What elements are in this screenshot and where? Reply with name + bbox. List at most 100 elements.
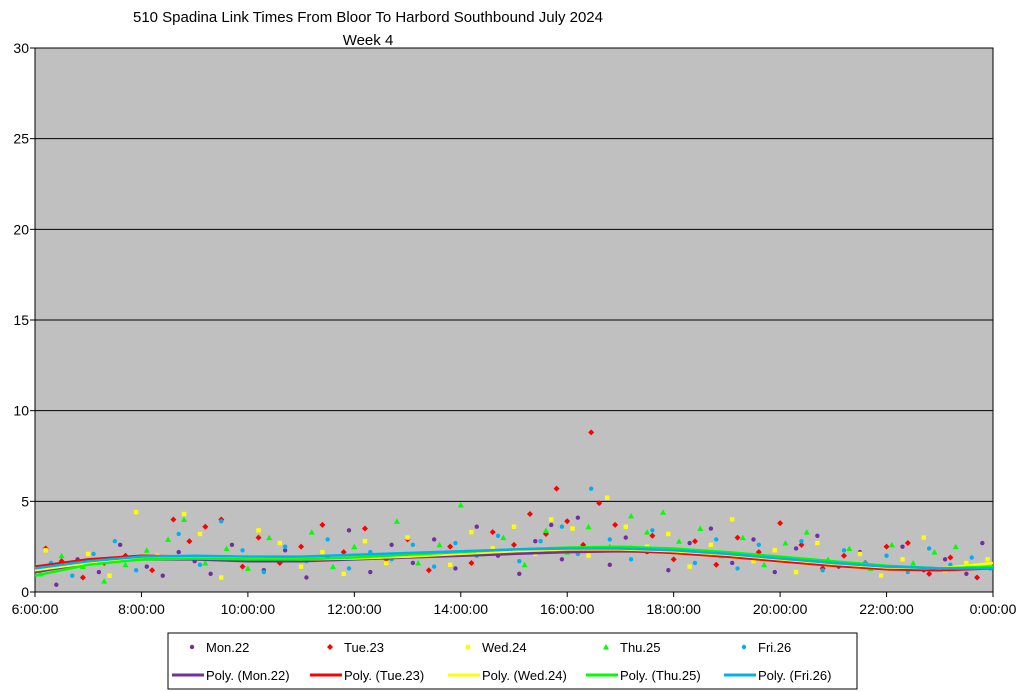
- point-tue-23: [361, 525, 368, 532]
- point-wed-24: [277, 540, 283, 546]
- point-wed-24: [219, 575, 224, 580]
- legend-label: Fri.26: [758, 640, 791, 655]
- point-mon-22: [772, 569, 777, 575]
- point-wed-24: [751, 558, 756, 564]
- point-tue-23: [974, 574, 981, 581]
- point-tue-23: [947, 554, 954, 561]
- point-wed-24: [857, 551, 863, 557]
- point-thu-25: [846, 545, 853, 551]
- point-tue-23: [186, 538, 193, 545]
- point-thu-25: [165, 536, 172, 542]
- point-tue-23: [904, 540, 911, 547]
- point-tue-23: [239, 563, 246, 570]
- x-tick-label: 12:00:00: [327, 601, 382, 617]
- point-thu-25: [58, 552, 65, 559]
- point-wed-24: [815, 540, 820, 546]
- y-tick-label: 20: [13, 221, 29, 237]
- y-tick-label: 25: [13, 131, 29, 147]
- point-fri-26: [410, 542, 416, 548]
- point-wed-24: [604, 495, 610, 500]
- y-tick-label: 30: [13, 40, 29, 56]
- legend-marker: [741, 644, 747, 650]
- point-fri-26: [799, 539, 804, 544]
- point-thu-25: [457, 501, 464, 508]
- point-thu-25: [181, 516, 188, 522]
- point-thu-25: [266, 534, 273, 541]
- point-mon-22: [687, 540, 692, 546]
- legend-label: Poly. (Tue.23): [344, 668, 424, 683]
- point-wed-24: [133, 510, 139, 515]
- point-wed-24: [985, 557, 990, 562]
- point-wed-24: [549, 517, 554, 522]
- point-thu-25: [660, 509, 667, 515]
- legend-label: Tue.23: [344, 640, 384, 655]
- point-tue-23: [511, 541, 517, 548]
- point-tue-23: [670, 556, 677, 563]
- point-thu-25: [415, 559, 422, 566]
- point-wed-24: [320, 549, 325, 555]
- point-fri-26: [735, 566, 740, 571]
- point-tue-23: [468, 559, 475, 566]
- point-wed-24: [921, 535, 927, 540]
- point-fri-26: [969, 555, 974, 560]
- point-mon-22: [144, 564, 149, 569]
- point-thu-25: [761, 561, 768, 568]
- y-axis: 0 5 10 15 20 25 30: [13, 40, 35, 600]
- point-mon-22: [623, 535, 628, 540]
- point-fri-26: [261, 569, 267, 575]
- legend-label: Poly. (Wed.24): [482, 668, 567, 683]
- legend-label: Thu.25: [620, 640, 660, 655]
- point-wed-24: [687, 564, 692, 569]
- point-mon-22: [304, 575, 309, 580]
- x-tick-label: 6:00:00: [12, 601, 59, 617]
- point-fri-26: [841, 548, 847, 553]
- point-wed-24: [362, 539, 368, 544]
- point-fri-26: [346, 566, 352, 571]
- point-wed-24: [384, 560, 389, 566]
- point-tue-23: [840, 552, 847, 559]
- point-tue-23: [734, 534, 741, 541]
- point-tue-23: [202, 523, 209, 530]
- y-tick-label: 5: [21, 493, 29, 509]
- point-tue-23: [553, 485, 560, 492]
- point-tue-23: [926, 570, 933, 577]
- point-fri-26: [820, 568, 825, 573]
- point-mon-22: [815, 533, 820, 538]
- trendlines: [34, 545, 994, 577]
- point-thu-25: [952, 543, 959, 550]
- point-mon-22: [549, 522, 554, 528]
- point-tue-23: [298, 543, 305, 550]
- point-mon-22: [389, 542, 394, 548]
- point-fri-26: [325, 537, 330, 542]
- point-fri-26: [948, 562, 953, 567]
- point-thu-25: [521, 561, 528, 568]
- point-tue-23: [649, 532, 656, 539]
- point-mon-22: [431, 537, 437, 542]
- point-mon-22: [229, 542, 235, 548]
- point-wed-24: [405, 535, 410, 540]
- point-tue-23: [564, 518, 571, 525]
- point-fri-26: [219, 519, 224, 524]
- chart-title: 510 Spadina Link Times From Bloor To Har…: [133, 9, 603, 26]
- point-fri-26: [926, 546, 932, 551]
- point-fri-26: [714, 537, 719, 542]
- x-tick-label: 0:00:00: [970, 601, 1017, 617]
- point-thu-25: [436, 541, 443, 548]
- point-tue-23: [255, 534, 262, 541]
- point-mon-22: [559, 557, 565, 562]
- legend-marker: [465, 644, 471, 650]
- point-thu-25: [931, 549, 938, 555]
- gridlines: [35, 138, 993, 502]
- point-wed-24: [490, 546, 495, 551]
- point-wed-24: [900, 557, 905, 562]
- point-wed-24: [586, 553, 591, 558]
- point-tue-23: [447, 543, 454, 550]
- point-fri-26: [240, 548, 245, 553]
- point-thu-25: [739, 534, 746, 541]
- point-wed-24: [879, 573, 884, 578]
- point-mon-22: [176, 549, 181, 555]
- point-wed-24: [86, 551, 91, 557]
- point-wed-24: [666, 531, 671, 537]
- point-fri-26: [756, 542, 762, 548]
